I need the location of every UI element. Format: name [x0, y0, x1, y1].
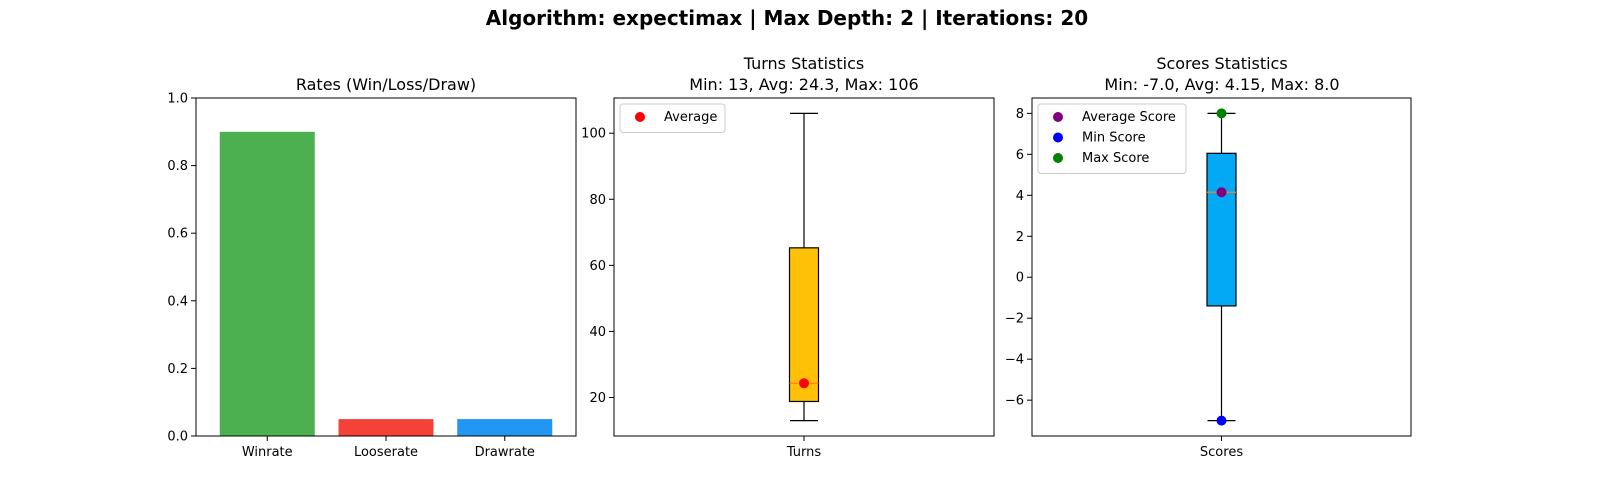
- legend-marker: [1053, 132, 1063, 143]
- legend-label: Average: [664, 110, 717, 125]
- axes-frame: [613, 97, 995, 437]
- y-tick-label: −6: [1005, 394, 1024, 409]
- bar-looserate: [338, 419, 434, 436]
- average-score-point: [1216, 187, 1227, 198]
- legend-box: [1037, 103, 1187, 174]
- legend-label: Max Score: [1082, 151, 1149, 166]
- figure-suptitle: Algorithm: expectimax | Max Depth: 2 | I…: [486, 6, 1088, 30]
- y-tick-label: 8: [1016, 107, 1024, 122]
- y-tick-label: 2: [1016, 230, 1024, 245]
- legend-marker: [635, 112, 645, 122]
- y-tick-label: −2: [1005, 312, 1024, 327]
- y-tick-label: −4: [1005, 353, 1024, 368]
- y-tick-label: 0.2: [167, 362, 188, 377]
- legend-box: [619, 103, 726, 133]
- bar-drawrate: [457, 419, 553, 436]
- x-tick-label: Winrate: [242, 445, 293, 460]
- scores-title: Scores Statistics: [1156, 54, 1287, 73]
- turns-subtitle: Min: 13, Avg: 24.3, Max: 106: [689, 75, 918, 94]
- scores-subtitle: Min: -7.0, Avg: 4.15, Max: 8.0: [1104, 75, 1339, 94]
- y-tick-label: 20: [589, 391, 606, 406]
- y-tick-label: 1.0: [167, 92, 188, 107]
- y-tick-label: 0.8: [167, 159, 188, 174]
- y-tick-label: 100: [581, 127, 606, 142]
- scores-panel: Scores Statistics Min: -7.0, Avg: 4.15, …: [1005, 54, 1412, 460]
- average-point: [799, 378, 809, 389]
- rates-panel: Rates (Win/Loss/Draw) 0.0 0.2 0.4 0.6 0.8 1.0…: [167, 75, 577, 460]
- y-tick-label: 0.6: [167, 227, 188, 242]
- min-score-point: [1216, 415, 1227, 426]
- turns-title: Turns Statistics: [743, 54, 864, 73]
- bar-winrate: [219, 131, 315, 437]
- y-tick-label: 0: [1016, 271, 1024, 286]
- legend-marker: [1053, 112, 1063, 122]
- axes-frame: [1031, 97, 1412, 437]
- y-tick-label: 40: [589, 325, 606, 340]
- y-tick-label: 0.4: [167, 294, 188, 309]
- x-tick-label: Looserate: [354, 445, 418, 460]
- legend-marker: [1053, 153, 1063, 163]
- legend-label: Min Score: [1082, 131, 1146, 146]
- max-score-point: [1216, 108, 1227, 119]
- rates-title: Rates (Win/Loss/Draw): [296, 75, 476, 94]
- turns-panel: Turns Statistics Min: 13, Avg: 24.3, Max…: [581, 54, 995, 460]
- axes-frame: [195, 97, 577, 437]
- legend-label: Average Score: [1082, 110, 1176, 125]
- x-tick-label: Drawrate: [475, 445, 535, 460]
- x-tick-label: Turns: [786, 445, 822, 460]
- y-tick-label: 6: [1016, 148, 1024, 163]
- y-tick-label: 80: [589, 193, 606, 208]
- y-tick-label: 4: [1016, 189, 1024, 204]
- y-tick-label: 60: [589, 259, 606, 274]
- iqr-box: [1206, 152, 1237, 307]
- x-tick-label: Scores: [1200, 445, 1243, 460]
- iqr-box: [788, 247, 820, 403]
- y-tick-label: 0.0: [167, 430, 188, 445]
